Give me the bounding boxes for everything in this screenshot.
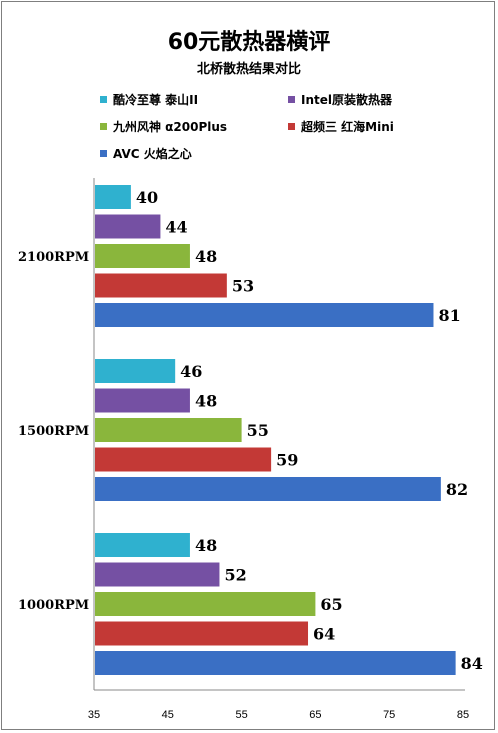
bar [95, 477, 441, 501]
data-label: 59 [276, 451, 298, 470]
bar [95, 303, 434, 327]
legend-swatch [100, 150, 107, 157]
data-label: 64 [313, 625, 335, 644]
data-label: 52 [224, 566, 246, 585]
legend-label: AVC 火焰之心 [113, 147, 192, 161]
data-label: 55 [247, 421, 269, 440]
x-tick-label: 75 [383, 709, 395, 721]
chart-title: 60元散热器横评 [167, 30, 331, 55]
x-tick-label: 55 [235, 709, 247, 721]
data-label: 44 [165, 218, 187, 237]
bar [95, 533, 190, 557]
data-label: 65 [320, 595, 342, 614]
bar [95, 651, 456, 675]
x-tick-label: 85 [457, 709, 469, 721]
legend-item: 超频三 红海Mini [288, 118, 394, 135]
x-tick-label: 45 [162, 709, 174, 721]
bar [95, 359, 176, 383]
data-label: 82 [446, 480, 468, 499]
bar [95, 621, 309, 646]
chart-subtitle: 北桥散热结果对比 [196, 62, 301, 77]
data-label: 53 [232, 277, 254, 296]
bar [95, 447, 272, 472]
legend-swatch [100, 123, 107, 130]
data-label: 48 [195, 392, 217, 411]
data-label: 40 [136, 188, 158, 207]
bar [95, 244, 190, 268]
legend-item: 酷冷至尊 泰山II [100, 91, 198, 108]
legend-label: 酷冷至尊 泰山II [113, 93, 199, 107]
bar [95, 592, 316, 616]
legend-swatch [288, 96, 295, 103]
data-label: 81 [438, 306, 460, 325]
legend-item: 九州风神 α200Plus [100, 118, 227, 135]
legend-swatch [100, 96, 107, 103]
bar [95, 562, 220, 587]
bar [95, 214, 161, 239]
bar [95, 418, 242, 442]
bar [95, 185, 131, 209]
data-label: 84 [461, 654, 483, 673]
data-label: 48 [195, 247, 217, 266]
x-tick-label: 35 [88, 709, 100, 721]
legend-label: Intel原装散热器 [301, 93, 392, 107]
legend-label: 九州风神 α200Plus [113, 120, 228, 134]
legend-item: AVC 火焰之心 [100, 145, 192, 162]
legend-label: 超频三 红海Mini [301, 120, 394, 134]
category-label: 1500RPM [18, 424, 89, 439]
bar [95, 273, 227, 298]
legend-item: Intel原装散热器 [288, 91, 392, 108]
category-label: 1000RPM [18, 598, 89, 613]
x-tick-label: 65 [309, 709, 321, 721]
data-label: 46 [180, 362, 202, 381]
data-label: 48 [195, 536, 217, 555]
legend-swatch [288, 123, 295, 130]
bar [95, 388, 190, 413]
category-label: 2100RPM [18, 250, 89, 265]
